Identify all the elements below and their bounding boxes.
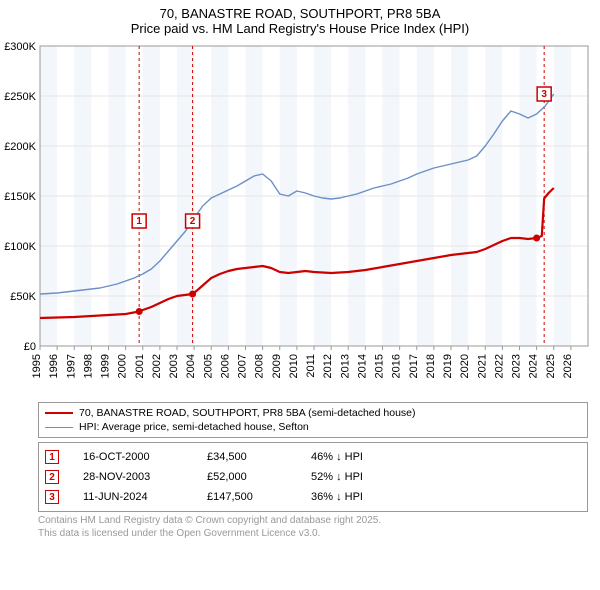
legend-label: 70, BANASTRE ROAD, SOUTHPORT, PR8 5BA (s… <box>79 407 416 419</box>
svg-text:£200K: £200K <box>4 141 36 153</box>
events-table: 1 16-OCT-2000 £34,500 46% ↓ HPI 2 28-NOV-2003… <box>38 442 588 512</box>
svg-text:2007: 2007 <box>237 354 249 378</box>
event-delta: 36% ↓ HPI <box>311 491 581 503</box>
chart-container: £0 £50K £100K £150K £200K £250K £300K 1995 1996 1… <box>0 38 600 398</box>
price-chart: £0 £50K £100K £150K £200K £250K £300K 1995 1996 1… <box>0 38 600 398</box>
legend-swatch <box>45 427 73 428</box>
legend: 70, BANASTRE ROAD, SOUTHPORT, PR8 5BA (s… <box>38 402 588 438</box>
svg-text:2011: 2011 <box>305 354 317 378</box>
svg-text:3: 3 <box>541 89 547 100</box>
svg-text:2006: 2006 <box>219 354 231 378</box>
svg-text:1: 1 <box>136 216 142 227</box>
svg-text:2010: 2010 <box>288 354 300 378</box>
svg-text:£300K: £300K <box>4 41 36 53</box>
svg-text:2022: 2022 <box>493 354 505 378</box>
svg-text:2019: 2019 <box>442 354 454 378</box>
title-line-1: 70, BANASTRE ROAD, SOUTHPORT, PR8 5BA <box>0 6 600 21</box>
attribution: Contains HM Land Registry data © Crown c… <box>38 514 588 540</box>
event-date: 16-OCT-2000 <box>83 451 183 463</box>
svg-text:1995: 1995 <box>31 354 43 378</box>
event-price: £147,500 <box>207 491 287 503</box>
svg-text:2016: 2016 <box>391 354 403 378</box>
legend-label: HPI: Average price, semi-detached house,… <box>79 421 309 433</box>
svg-text:1998: 1998 <box>82 354 94 378</box>
svg-text:2: 2 <box>190 216 196 227</box>
event-price: £52,000 <box>207 471 287 483</box>
event-marker: 2 <box>45 470 59 484</box>
svg-text:2001: 2001 <box>134 354 146 378</box>
legend-row: HPI: Average price, semi-detached house,… <box>45 420 581 434</box>
svg-text:2025: 2025 <box>545 354 557 378</box>
svg-text:2000: 2000 <box>117 354 129 378</box>
svg-text:£250K: £250K <box>4 91 36 103</box>
event-date: 28-NOV-2003 <box>83 471 183 483</box>
svg-text:1997: 1997 <box>65 354 77 378</box>
svg-text:£0: £0 <box>24 341 36 353</box>
svg-text:2026: 2026 <box>562 354 574 378</box>
event-row: 2 28-NOV-2003 £52,000 52% ↓ HPI <box>45 467 581 487</box>
svg-text:£150K: £150K <box>4 191 36 203</box>
svg-text:2009: 2009 <box>271 354 283 378</box>
chart-title-block: 70, BANASTRE ROAD, SOUTHPORT, PR8 5BA Pr… <box>0 0 600 38</box>
svg-text:£100K: £100K <box>4 241 36 253</box>
svg-text:2013: 2013 <box>339 354 351 378</box>
event-date: 11-JUN-2024 <box>83 491 183 503</box>
event-row: 3 11-JUN-2024 £147,500 36% ↓ HPI <box>45 487 581 507</box>
event-price: £34,500 <box>207 451 287 463</box>
event-marker: 3 <box>45 490 59 504</box>
svg-text:2021: 2021 <box>476 354 488 378</box>
svg-text:2002: 2002 <box>151 354 163 378</box>
event-marker: 1 <box>45 450 59 464</box>
title-line-2: Price paid vs. HM Land Registry's House … <box>0 21 600 36</box>
svg-text:2024: 2024 <box>528 354 540 378</box>
svg-text:2008: 2008 <box>254 354 266 378</box>
svg-text:£50K: £50K <box>10 291 36 303</box>
svg-text:2005: 2005 <box>202 354 214 378</box>
svg-text:1999: 1999 <box>100 354 112 378</box>
attribution-line-2: This data is licensed under the Open Gov… <box>38 527 588 540</box>
svg-text:2017: 2017 <box>408 354 420 378</box>
svg-text:2015: 2015 <box>374 354 386 378</box>
svg-text:2014: 2014 <box>356 354 368 378</box>
svg-text:2023: 2023 <box>511 354 523 378</box>
svg-text:2012: 2012 <box>322 354 334 378</box>
svg-text:2003: 2003 <box>168 354 180 378</box>
svg-text:2004: 2004 <box>185 354 197 378</box>
attribution-line-1: Contains HM Land Registry data © Crown c… <box>38 514 588 527</box>
svg-text:1996: 1996 <box>48 354 60 378</box>
event-delta: 46% ↓ HPI <box>311 451 581 463</box>
svg-text:2020: 2020 <box>459 354 471 378</box>
event-row: 1 16-OCT-2000 £34,500 46% ↓ HPI <box>45 447 581 467</box>
svg-text:2018: 2018 <box>425 354 437 378</box>
event-delta: 52% ↓ HPI <box>311 471 581 483</box>
legend-swatch <box>45 412 73 414</box>
legend-row: 70, BANASTRE ROAD, SOUTHPORT, PR8 5BA (s… <box>45 406 581 420</box>
